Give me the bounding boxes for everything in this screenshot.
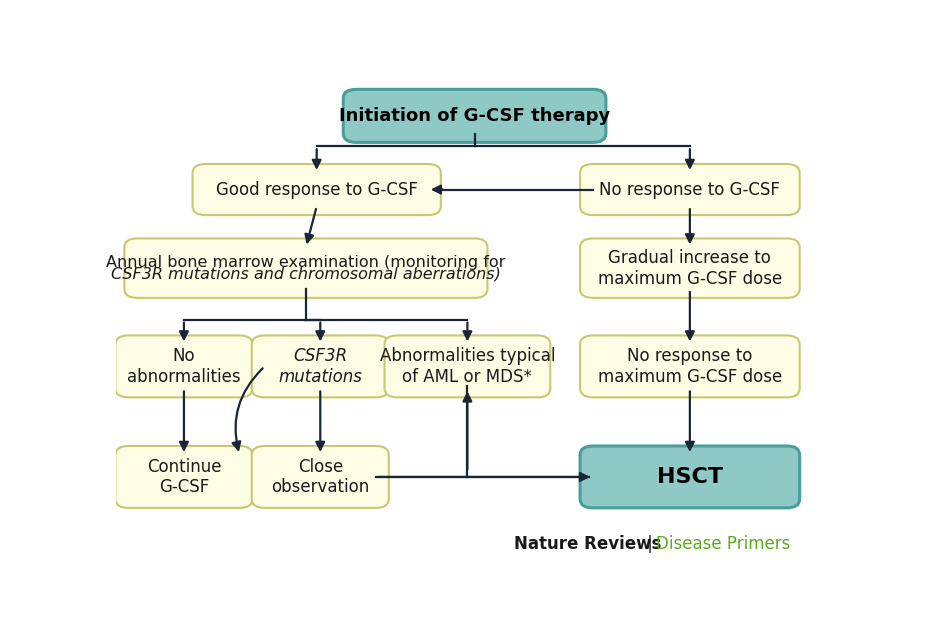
Text: Annual bone marrow examination (monitoring for: Annual bone marrow examination (monitori… bbox=[106, 255, 506, 270]
Text: No response to G-CSF: No response to G-CSF bbox=[599, 181, 781, 198]
Text: No response to
maximum G-CSF dose: No response to maximum G-CSF dose bbox=[598, 347, 782, 386]
Text: Close
observation: Close observation bbox=[271, 457, 369, 496]
Text: No
abnormalities: No abnormalities bbox=[127, 347, 241, 386]
FancyBboxPatch shape bbox=[116, 446, 253, 508]
FancyBboxPatch shape bbox=[580, 239, 800, 298]
FancyBboxPatch shape bbox=[193, 164, 441, 215]
FancyBboxPatch shape bbox=[116, 336, 253, 397]
Text: CSF3R
mutations: CSF3R mutations bbox=[279, 347, 362, 386]
Text: Disease Primers: Disease Primers bbox=[657, 535, 791, 553]
Text: Gradual increase to
maximum G-CSF dose: Gradual increase to maximum G-CSF dose bbox=[598, 249, 782, 288]
FancyBboxPatch shape bbox=[580, 164, 800, 215]
Text: CSF3R mutations and chromosomal aberrations): CSF3R mutations and chromosomal aberrati… bbox=[111, 266, 501, 281]
FancyBboxPatch shape bbox=[384, 336, 550, 397]
FancyBboxPatch shape bbox=[344, 89, 606, 142]
FancyBboxPatch shape bbox=[252, 336, 389, 397]
FancyBboxPatch shape bbox=[580, 336, 800, 397]
Text: Good response to G-CSF: Good response to G-CSF bbox=[216, 181, 418, 198]
Text: Initiation of G-CSF therapy: Initiation of G-CSF therapy bbox=[339, 107, 610, 125]
FancyBboxPatch shape bbox=[124, 239, 487, 298]
FancyBboxPatch shape bbox=[252, 446, 389, 508]
Text: Continue
G-CSF: Continue G-CSF bbox=[146, 457, 221, 496]
Text: Abnormalities typical
of AML or MDS*: Abnormalities typical of AML or MDS* bbox=[380, 347, 556, 386]
Text: |: | bbox=[642, 535, 657, 553]
Text: HSCT: HSCT bbox=[657, 467, 723, 487]
Text: Nature Reviews: Nature Reviews bbox=[514, 535, 661, 553]
FancyBboxPatch shape bbox=[580, 446, 800, 508]
